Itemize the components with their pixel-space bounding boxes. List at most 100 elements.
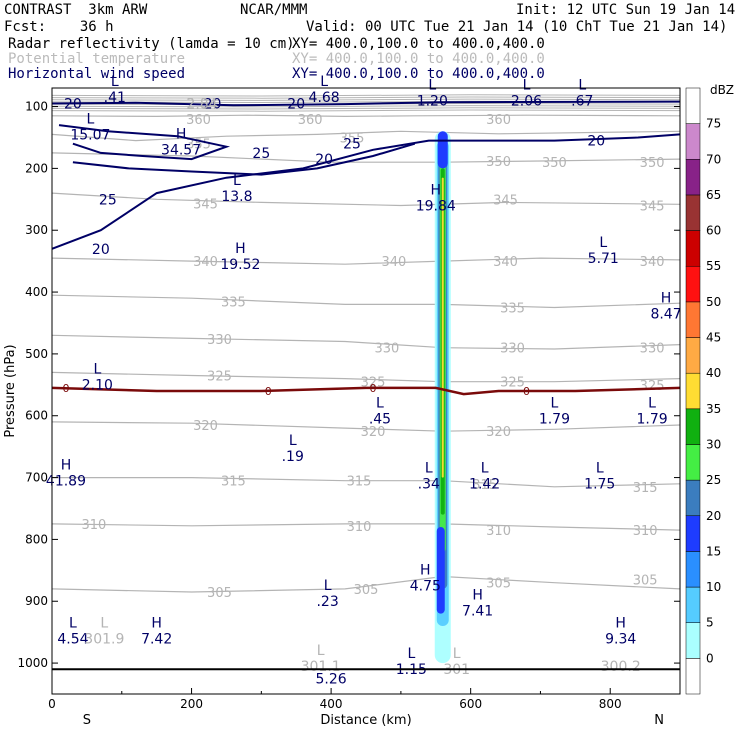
reflectivity-lower-core bbox=[436, 527, 445, 614]
extremum-value: 15.07 bbox=[70, 127, 110, 143]
y-tick-label: 900 bbox=[25, 594, 48, 608]
theta-label-350: 350 bbox=[486, 155, 511, 170]
extremum-marker-L: L bbox=[481, 461, 489, 477]
freezing-level-label: 0 bbox=[523, 385, 530, 398]
freezing-level-line bbox=[51, 386, 681, 396]
colorbar-swatch bbox=[685, 479, 701, 517]
extremum-value: 1.42 bbox=[469, 477, 500, 493]
colorbar-unit: dBZ bbox=[710, 83, 734, 97]
field-xy-theta: XY= 400.0,100.0 to 400.0,400.0 bbox=[292, 51, 545, 67]
colorbar-swatch bbox=[685, 551, 701, 588]
extremum-value: 2.84 bbox=[186, 96, 217, 112]
colorbar-swatch bbox=[685, 123, 701, 160]
colorbar-swatch bbox=[685, 622, 701, 659]
theta-label-315: 315 bbox=[221, 475, 246, 490]
x-axis-label: Distance (km) bbox=[320, 713, 411, 728]
extremum-marker-H: H bbox=[235, 241, 246, 257]
theta-isentrope-325 bbox=[51, 371, 681, 383]
extremum-marker-H: H bbox=[431, 182, 442, 198]
colorbar-label: 45 bbox=[706, 331, 721, 345]
colorbar-swatch bbox=[685, 372, 701, 410]
colorbar-label: 60 bbox=[706, 224, 721, 238]
forecast-hour: Fcst: 36 h bbox=[4, 19, 114, 35]
y-tick-label: 800 bbox=[25, 532, 48, 546]
extremum-value: 2.06 bbox=[511, 93, 542, 109]
extremum-marker-L: L bbox=[324, 578, 332, 594]
freezing-level-label: 0 bbox=[265, 385, 272, 398]
extremum-marker-L: L bbox=[428, 77, 436, 93]
extremum-marker-L: L bbox=[550, 396, 558, 412]
extremum-marker-L: L bbox=[453, 646, 461, 662]
extremum-marker-L: L bbox=[599, 235, 607, 251]
colorbar-label: 10 bbox=[706, 580, 721, 594]
theta-label-320: 320 bbox=[486, 425, 511, 440]
theta-label-355: 355 bbox=[340, 131, 365, 146]
theta-label-335: 335 bbox=[221, 295, 246, 310]
theta-label-315: 315 bbox=[633, 481, 658, 496]
extremum-marker-L: L bbox=[596, 461, 604, 477]
theta-isentrope-315 bbox=[52, 477, 681, 488]
y-tick-label: 200 bbox=[25, 161, 48, 175]
colorbar-label: 70 bbox=[706, 152, 721, 166]
y-tick-label: 1000 bbox=[17, 656, 48, 670]
wind-label-20: 20 bbox=[315, 152, 333, 168]
theta-label-310: 310 bbox=[347, 520, 372, 535]
theta-label-360: 360 bbox=[298, 113, 323, 128]
extremum-marker-L: L bbox=[111, 74, 119, 90]
extremum-marker-L: L bbox=[425, 461, 433, 477]
colorbar-swatch bbox=[685, 658, 701, 695]
extremum-marker-L: L bbox=[289, 433, 297, 449]
extremum-marker-H: H bbox=[615, 615, 626, 631]
extremum-value: 9.34 bbox=[605, 631, 636, 647]
theta-label-320: 320 bbox=[193, 419, 218, 434]
init-time: Init: 12 UTC Sun 19 Jan 14 bbox=[516, 2, 736, 18]
colorbar-label: 5 bbox=[706, 616, 714, 630]
theta-isentrope-335 bbox=[51, 294, 681, 309]
reflectivity-band-5 bbox=[441, 177, 444, 478]
theta-label-330: 330 bbox=[375, 342, 400, 357]
theta-label-310: 310 bbox=[633, 524, 658, 539]
field-xy-wind: XY= 400.0,100.0 to 400.0,400.0 bbox=[292, 66, 545, 82]
wind-label-25: 25 bbox=[99, 192, 117, 208]
extremum-value: 301.9 bbox=[84, 631, 124, 647]
extremum-marker-L: L bbox=[93, 362, 101, 378]
extremum-value: 1.20 bbox=[417, 93, 448, 109]
theta-label-345: 345 bbox=[640, 199, 665, 214]
extremum-value: 300.2 bbox=[601, 659, 641, 675]
extremum-marker-L: L bbox=[86, 111, 94, 127]
theta-label-330: 330 bbox=[207, 333, 232, 348]
theta-label-340: 340 bbox=[193, 255, 218, 270]
theta-stratosphere-line bbox=[51, 96, 681, 99]
theta-isentrope-310 bbox=[51, 523, 681, 531]
colorbar-label: 75 bbox=[706, 117, 721, 131]
colorbar-swatch bbox=[685, 159, 701, 196]
wind-isotach-20-3 bbox=[51, 133, 681, 250]
wind-label-20: 20 bbox=[204, 96, 222, 112]
colorbar-swatch bbox=[685, 444, 701, 481]
x-endpoint-left: S bbox=[83, 713, 91, 728]
theta-label-305: 305 bbox=[354, 583, 379, 598]
extremum-marker-L: L bbox=[320, 74, 328, 90]
theta-isentrope-350 bbox=[51, 152, 681, 163]
theta-stratosphere-line bbox=[51, 105, 681, 108]
theta-label-305: 305 bbox=[633, 574, 658, 589]
theta-label-330: 330 bbox=[500, 342, 525, 357]
theta-isentrope-355 bbox=[51, 130, 681, 142]
y-tick-label: 700 bbox=[25, 471, 48, 485]
theta-label-335: 335 bbox=[500, 302, 525, 317]
colorbar-label: 20 bbox=[706, 509, 721, 523]
extremum-marker-L: L bbox=[523, 77, 531, 93]
extremum-marker-H: H bbox=[61, 458, 72, 474]
extremum-value: 1.79 bbox=[539, 412, 570, 428]
wind-label-25: 25 bbox=[343, 137, 361, 153]
wind-isotach-25-2 bbox=[72, 142, 416, 176]
theta-label-360: 360 bbox=[486, 113, 511, 128]
extremum-value: 4.54 bbox=[57, 631, 88, 647]
extremum-value: 1.79 bbox=[637, 412, 668, 428]
y-tick-label: 400 bbox=[25, 285, 48, 299]
chart-title: CONTRAST 3km ARW bbox=[4, 2, 148, 18]
theta-label-325: 325 bbox=[500, 376, 525, 391]
freezing-level-label: 0 bbox=[369, 382, 376, 395]
x-tick-label: 200 bbox=[180, 697, 203, 711]
